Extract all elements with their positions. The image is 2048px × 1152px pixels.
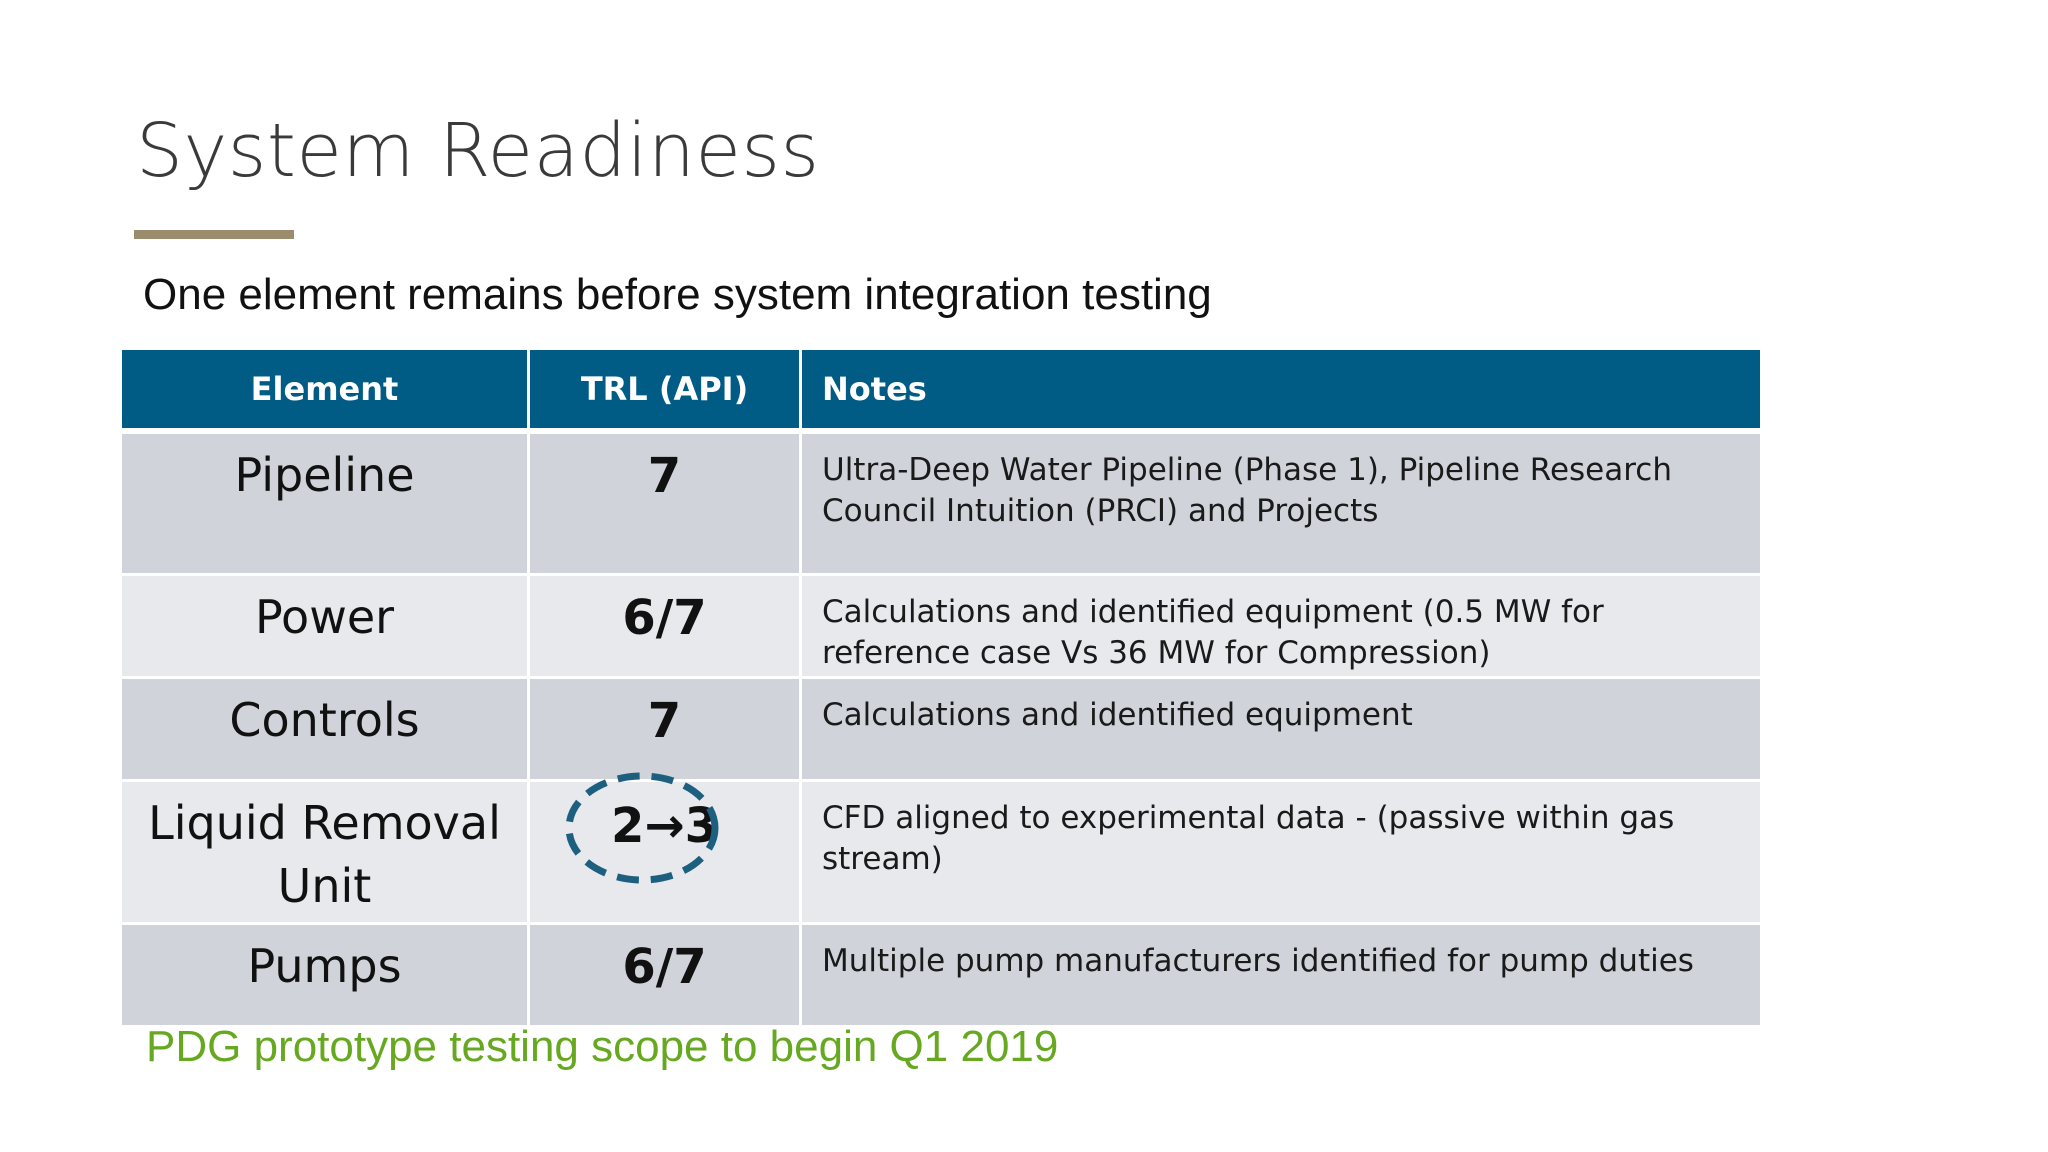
element-cell: Controls — [122, 679, 530, 782]
table-row: Pumps 6/7 Multiple pump manufacturers id… — [122, 925, 1760, 1028]
title-underline — [134, 230, 294, 239]
trl-cell: 6/7 — [530, 925, 802, 1028]
dashed-ellipse-icon — [565, 772, 719, 884]
column-header-notes: Notes — [802, 350, 1760, 434]
readiness-table: Element TRL (API) Notes Pipeline 7 Ultra… — [122, 350, 1760, 1028]
element-cell: Pipeline — [122, 434, 530, 576]
slide-subtitle: One element remains before system integr… — [143, 270, 1212, 319]
notes-cell: Multiple pump manufacturers identified f… — [802, 925, 1760, 1028]
element-cell: Pumps — [122, 925, 530, 1028]
column-header-trl: TRL (API) — [530, 350, 802, 434]
column-header-element: Element — [122, 350, 530, 434]
element-cell: Liquid Removal Unit — [122, 782, 530, 925]
table-row: Power 6/7 Calculations and identified eq… — [122, 576, 1760, 679]
table-row: Controls 7 Calculations and identified e… — [122, 679, 1760, 782]
element-cell: Power — [122, 576, 530, 679]
notes-cell: Calculations and identified equipment — [802, 679, 1760, 782]
table-row: Pipeline 7 Ultra-Deep Water Pipeline (Ph… — [122, 434, 1760, 576]
page-title: System Readiness — [136, 108, 820, 194]
notes-cell: CFD aligned to experimental data - (pass… — [802, 782, 1760, 925]
notes-cell: Ultra-Deep Water Pipeline (Phase 1), Pip… — [802, 434, 1760, 576]
trl-cell: 7 — [530, 679, 802, 782]
notes-cell: Calculations and identified equipment (0… — [802, 576, 1760, 679]
table-row: Liquid Removal Unit 2→3 CFD aligned to e… — [122, 772, 1760, 925]
highlight-circle: 2→3 — [565, 772, 736, 884]
trl-cell: 7 — [530, 434, 802, 576]
footer-note: PDG prototype testing scope to begin Q1 … — [146, 1022, 1059, 1071]
trl-cell: 2→3 — [530, 772, 802, 925]
table-header-row: Element TRL (API) Notes — [122, 350, 1760, 434]
trl-value: 2→3 — [610, 798, 718, 854]
trl-cell: 6/7 — [530, 576, 802, 679]
